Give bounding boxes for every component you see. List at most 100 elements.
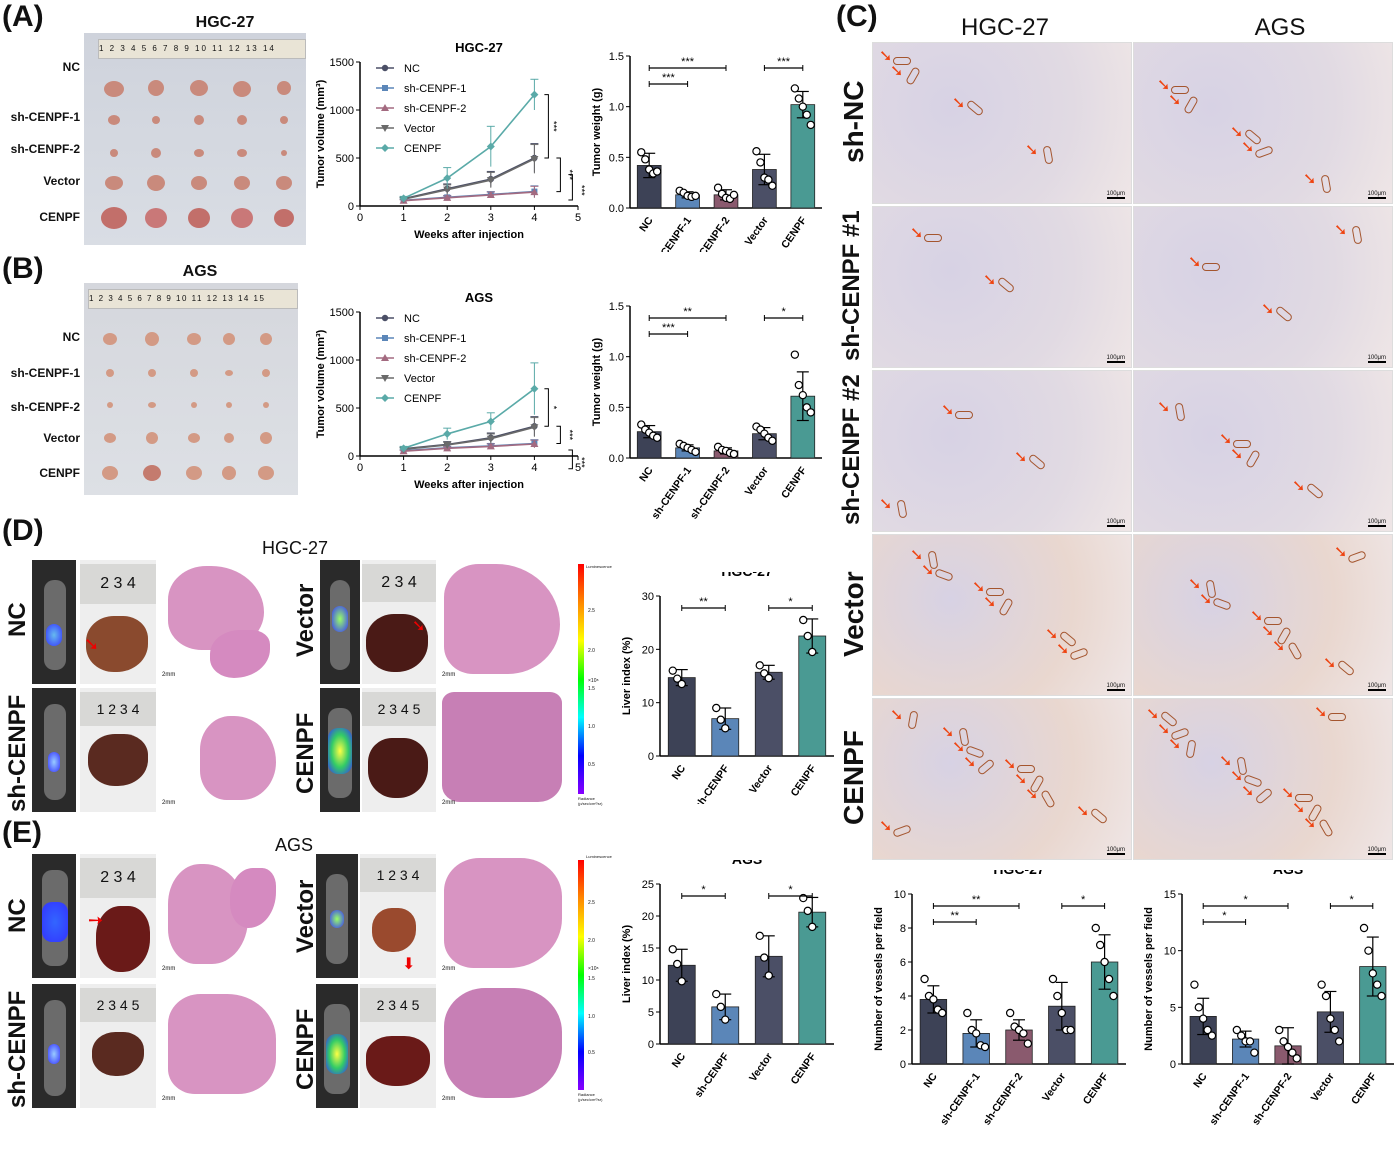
x-tick-label: Vector [747,1051,775,1084]
series-line [403,426,535,451]
data-point [802,110,811,119]
data-point [712,989,721,999]
series-marker [443,186,452,194]
b-label-sh1: sh-CENPF-1 [10,366,80,380]
data-point [691,191,700,201]
ihc-tile: ➘ ➘ ➘ 100μm [1133,206,1393,368]
d-bli-shcenpf [32,688,76,812]
x-tick-label: sh-CENPF [692,1050,732,1099]
a-label-vector: Vector [43,174,80,188]
y-tick-label: 0.0 [609,453,624,465]
x-tick-label: Vector [743,465,771,498]
series-line [403,388,535,450]
data-point [729,190,739,200]
x-tick-label: 5 [575,212,581,224]
data-point [1023,1039,1033,1048]
x-tick-label: CENPF [1349,1070,1380,1107]
y-tick-label: 15 [1164,889,1176,901]
bar [790,104,816,209]
series-marker [381,314,389,322]
data-point [1368,969,1377,978]
data-point [798,390,807,400]
series-marker [486,177,495,185]
data-point [1321,991,1331,1001]
chart-c-vessels-ags: AGS051015Number of vessels per fieldNCsh… [1143,870,1394,1128]
data-point [1330,1025,1339,1035]
x-tick-label: 0 [357,212,363,224]
data-point [1292,1054,1301,1063]
e-bli-vector [316,854,358,978]
scale-bar: 100μm [1106,847,1125,855]
data-point [1005,1008,1015,1018]
series-marker [443,174,452,183]
ihc-tile: ➘ ➘ ➘ 100μm [872,370,1132,532]
e-he-vector: 2mm [440,854,566,978]
panel-b-title: AGS [182,263,218,280]
data-point [1283,1042,1293,1052]
chart-title: HGC-27 [993,870,1045,877]
c-row-label-vector: Vector [838,571,869,657]
x-tick-label: 4 [531,462,537,474]
d-bli-vector [320,560,360,684]
ruler: 1 2 3 4 5 6 7 8 9 10 11 12 13 14 15 [88,289,298,309]
data-point [755,931,764,941]
x-tick-label: sh-CENPF-1 [1207,1071,1252,1128]
x-tick-label: Vector [1040,1071,1068,1104]
series-marker [399,194,408,203]
d-he-vector: 2mm [440,560,566,684]
x-tick-label: sh-CENPF-2 [688,215,733,252]
x-tick-label: sh-CENPF-2 [688,465,733,522]
data-point [1104,974,1114,984]
c-col-header-hgc27: HGC-27 [960,14,1050,41]
y-tick-label: 1500 [330,57,354,69]
e-bli-shcenpf [32,984,76,1108]
y-tick-label: 1.0 [609,352,624,364]
data-point [1372,980,1382,989]
legend-label: sh-CENPF-2 [404,353,466,365]
series-marker [381,144,389,152]
c-row-label-sh2: sh-CENPF #2 [838,374,865,526]
data-point [1326,1014,1335,1023]
sig-label: *** [576,457,586,468]
y-tick-label: 0.0 [609,203,624,215]
data-point [794,94,804,103]
data-point [764,971,773,980]
data-point [673,674,682,683]
x-tick-label: CENPF [788,1050,819,1087]
chart-c-vessels-hgc27: HGC-27 0 2 4 6 8 10 Number of vessels per field… [873,870,1126,1127]
data-point [799,615,808,625]
y-tick-label: 1.5 [609,51,624,63]
y-tick-label: 5 [648,1007,654,1019]
data-point [652,433,662,442]
bar [798,911,827,1045]
y-tick-label: 15 [642,943,654,955]
data-point [971,1029,981,1038]
scale-bar: 100μm [1106,355,1125,363]
ihc-tile: ➘ ➘ ➘ ➘ 100μm [872,42,1132,204]
d-label-shcenpf: sh-CENPF [4,694,31,812]
sig-bracket [568,449,573,470]
data-point [1364,946,1373,955]
sig-label: *** [564,430,574,441]
sig-label: ** [972,894,981,906]
x-tick-label: 5 [575,462,581,474]
y-tick-label: 0 [648,1039,654,1051]
sig-label: * [1081,894,1086,906]
x-tick-label: NC [1191,1071,1210,1091]
series-marker [381,104,389,111]
x-tick-label: CENPF [779,214,810,251]
d-label-nc: NC [4,602,31,638]
data-point [1109,991,1118,1001]
legend-label: NC [404,313,420,325]
data-point [1279,1037,1288,1046]
sig-label: *** [548,121,558,132]
ihc-tile: ➘ ➘ 100μm [872,206,1132,368]
y-axis-label: Number of vessels per field [1143,907,1155,1051]
ihc-tile: ➘ ➘ ➘ ➘ ➘ ➘ ➘ ➘ ➘ ➘ 100μm [1133,698,1393,860]
chart-title: AGS [465,290,494,305]
series-marker [443,429,452,438]
data-point [1334,1037,1344,1046]
a-label-sh2: sh-CENPF-2 [10,142,80,156]
sig-label: ** [699,596,708,608]
sig-bracket [544,388,549,427]
